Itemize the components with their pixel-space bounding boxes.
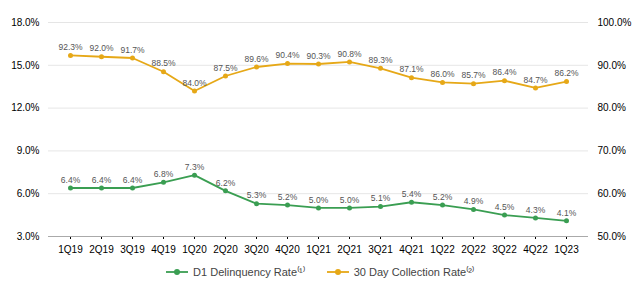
svg-text:3.0%: 3.0% bbox=[17, 231, 40, 242]
svg-text:2Q22: 2Q22 bbox=[461, 244, 486, 255]
svg-text:5.3%: 5.3% bbox=[247, 190, 267, 200]
svg-text:90.0%: 90.0% bbox=[598, 60, 626, 71]
svg-text:3Q21: 3Q21 bbox=[368, 244, 393, 255]
svg-text:6.4%: 6.4% bbox=[92, 175, 112, 185]
svg-text:1Q20: 1Q20 bbox=[182, 244, 207, 255]
svg-text:85.7%: 85.7% bbox=[461, 70, 486, 80]
svg-text:60.0%: 60.0% bbox=[598, 188, 626, 199]
svg-text:90.4%: 90.4% bbox=[275, 50, 300, 60]
svg-text:1Q21: 1Q21 bbox=[306, 244, 331, 255]
svg-text:4.5%: 4.5% bbox=[495, 202, 515, 212]
svg-text:88.5%: 88.5% bbox=[151, 58, 176, 68]
svg-text:3Q20: 3Q20 bbox=[244, 244, 269, 255]
svg-text:90.8%: 90.8% bbox=[337, 49, 362, 59]
svg-text:90.3%: 90.3% bbox=[306, 51, 331, 61]
svg-text:4.3%: 4.3% bbox=[526, 205, 546, 215]
svg-text:6.0%: 6.0% bbox=[17, 188, 40, 199]
svg-text:2Q19: 2Q19 bbox=[89, 244, 114, 255]
svg-text:3Q19: 3Q19 bbox=[120, 244, 145, 255]
svg-text:18.0%: 18.0% bbox=[11, 17, 39, 28]
svg-text:2Q21: 2Q21 bbox=[337, 244, 362, 255]
svg-text:100.0%: 100.0% bbox=[598, 17, 632, 28]
svg-text:5.2%: 5.2% bbox=[433, 192, 453, 202]
svg-text:6.4%: 6.4% bbox=[61, 175, 81, 185]
svg-text:70.0%: 70.0% bbox=[598, 145, 626, 156]
svg-text:4.1%: 4.1% bbox=[557, 208, 577, 218]
svg-text:4.9%: 4.9% bbox=[464, 196, 484, 206]
svg-text:4Q20: 4Q20 bbox=[275, 244, 300, 255]
svg-text:5.0%: 5.0% bbox=[309, 195, 329, 205]
svg-text:84.0%: 84.0% bbox=[182, 78, 207, 88]
svg-text:86.2%: 86.2% bbox=[554, 68, 579, 78]
svg-text:6.8%: 6.8% bbox=[154, 169, 174, 179]
svg-text:9.0%: 9.0% bbox=[17, 145, 40, 156]
svg-text:4Q22: 4Q22 bbox=[523, 244, 548, 255]
svg-text:92.3%: 92.3% bbox=[58, 42, 83, 52]
svg-text:15.0%: 15.0% bbox=[11, 60, 39, 71]
svg-text:5.0%: 5.0% bbox=[340, 195, 360, 205]
svg-text:89.3%: 89.3% bbox=[368, 55, 393, 65]
svg-text:5.4%: 5.4% bbox=[402, 189, 422, 199]
svg-text:91.7%: 91.7% bbox=[120, 45, 145, 55]
svg-text:84.7%: 84.7% bbox=[523, 75, 548, 85]
svg-text:1Q23: 1Q23 bbox=[554, 244, 579, 255]
svg-text:3Q22: 3Q22 bbox=[492, 244, 517, 255]
svg-text:12.0%: 12.0% bbox=[11, 102, 39, 113]
svg-text:1Q19: 1Q19 bbox=[58, 244, 83, 255]
svg-text:86.0%: 86.0% bbox=[430, 69, 455, 79]
svg-text:7.3%: 7.3% bbox=[185, 162, 205, 172]
svg-text:6.2%: 6.2% bbox=[216, 178, 236, 188]
html-text:30 Day Collection Rate⁽²⁾: 30 Day Collection Rate⁽²⁾ bbox=[353, 266, 474, 278]
html-text:D1 Delinquency Rate⁽¹⁾: D1 Delinquency Rate⁽¹⁾ bbox=[193, 266, 305, 278]
svg-text:5.2%: 5.2% bbox=[278, 192, 298, 202]
svg-text:6.4%: 6.4% bbox=[123, 175, 143, 185]
svg-text:92.0%: 92.0% bbox=[89, 43, 114, 53]
svg-text:50.0%: 50.0% bbox=[598, 231, 626, 242]
svg-text:1Q22: 1Q22 bbox=[430, 244, 455, 255]
svg-text:80.0%: 80.0% bbox=[598, 102, 626, 113]
svg-text:87.1%: 87.1% bbox=[399, 64, 424, 74]
svg-text:4Q19: 4Q19 bbox=[151, 244, 176, 255]
svg-text:2Q20: 2Q20 bbox=[213, 244, 238, 255]
svg-text:5.1%: 5.1% bbox=[371, 193, 391, 203]
svg-text:87.5%: 87.5% bbox=[213, 63, 238, 73]
svg-text:86.4%: 86.4% bbox=[492, 67, 517, 77]
svg-text:4Q21: 4Q21 bbox=[399, 244, 424, 255]
svg-text:89.6%: 89.6% bbox=[244, 54, 269, 64]
